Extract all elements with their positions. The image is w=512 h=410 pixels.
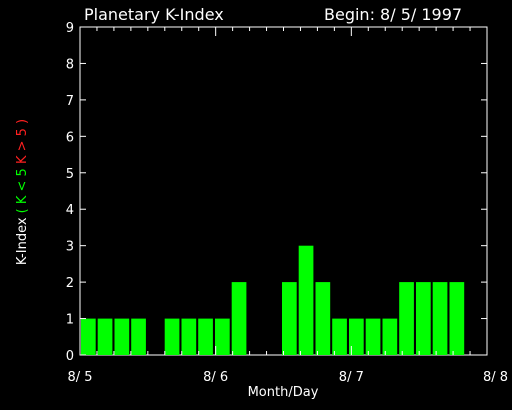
x-tick-label: 8/ 8 xyxy=(483,370,508,385)
bars-group xyxy=(81,245,465,355)
bar xyxy=(432,282,448,355)
bar xyxy=(198,318,213,355)
y-label-part: K-Index xyxy=(15,217,30,265)
y-label-part: K > 5 ) xyxy=(15,119,30,168)
chart-subtitle: Begin: 8/ 5/ 1997 xyxy=(324,5,462,24)
y-tick-label: 3 xyxy=(66,240,74,255)
y-tick-label: 7 xyxy=(66,94,74,109)
y-tick-label: 1 xyxy=(66,313,74,328)
bar xyxy=(298,245,314,355)
bar xyxy=(231,282,247,355)
y-tick-label: 9 xyxy=(66,21,74,36)
chart-title: Planetary K-Index xyxy=(84,5,224,24)
bar xyxy=(164,318,180,355)
bar xyxy=(215,318,230,355)
ticks-group: 0 1 2 3 4 5 6 7 8 9 8/ 5 8/ 6 8/ 7 8/ 8 xyxy=(66,21,508,385)
x-tick-label: 8/ 6 xyxy=(203,370,228,385)
bar xyxy=(97,318,113,355)
x-tick-label: 8/ 5 xyxy=(67,370,92,385)
bar xyxy=(449,282,465,355)
bar xyxy=(399,282,414,355)
y-tick-label: 8 xyxy=(66,57,74,72)
x-tick-label: 8/ 7 xyxy=(339,370,364,385)
y-tick-label: 5 xyxy=(66,167,74,182)
bar xyxy=(315,282,331,355)
bar xyxy=(114,318,130,355)
bar xyxy=(416,282,431,355)
y-tick-label: 0 xyxy=(66,349,74,364)
bar xyxy=(131,318,146,355)
bar xyxy=(382,318,398,355)
bar xyxy=(181,318,197,355)
y-tick-label: 2 xyxy=(66,276,74,291)
bar xyxy=(349,318,364,355)
bar xyxy=(365,318,381,355)
bar xyxy=(332,318,347,355)
y-tick-label: 6 xyxy=(66,130,74,145)
bar xyxy=(81,318,96,355)
x-axis-label: Month/Day xyxy=(248,385,319,400)
y-axis-label: K-Index ( K < 5 K > 5 ) xyxy=(15,119,30,265)
bar xyxy=(282,282,297,355)
y-tick-label: 4 xyxy=(66,203,74,218)
y-label-part: ( K < 5 xyxy=(15,168,30,217)
